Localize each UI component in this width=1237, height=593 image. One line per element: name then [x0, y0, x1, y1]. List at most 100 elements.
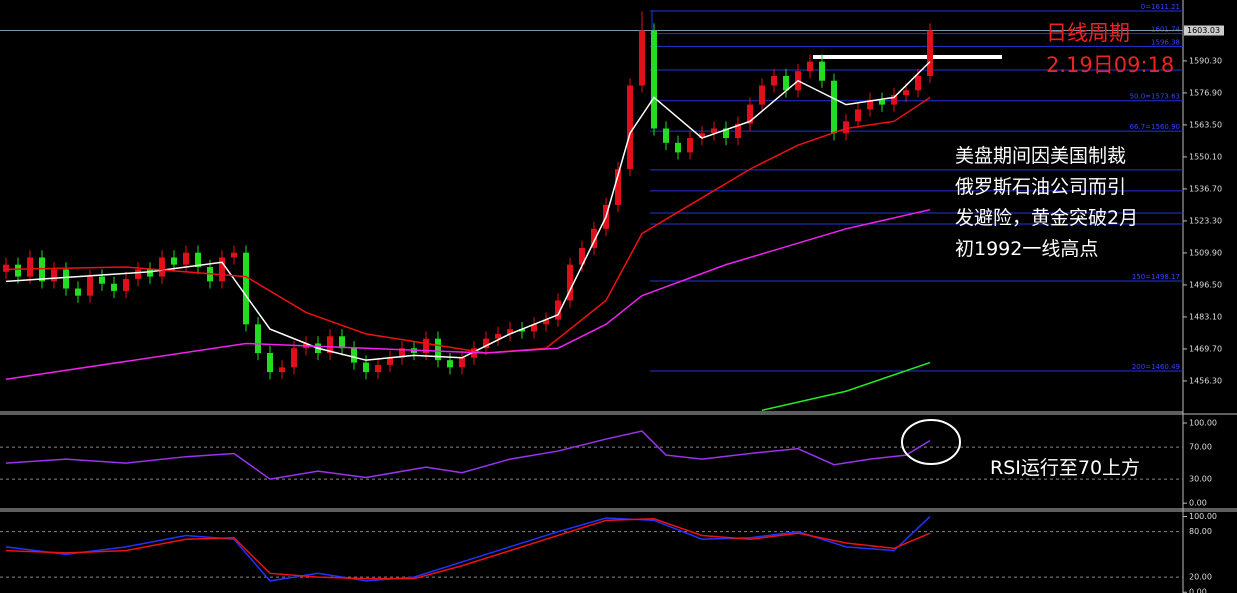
candle-body — [351, 348, 357, 363]
candle-body — [363, 362, 369, 373]
fib-label: 150=1498.17 — [1132, 273, 1180, 281]
candle-body — [3, 264, 9, 272]
candle-body — [387, 357, 393, 365]
y-tick-label: 1509.90 — [1189, 248, 1222, 257]
y-tick-label: 80.00 — [1189, 527, 1212, 536]
y-tick-label: 1590.30 — [1189, 56, 1222, 65]
candle-body — [255, 324, 261, 354]
candle-body — [891, 95, 897, 105]
candle-body — [591, 228, 597, 248]
candle-body — [267, 353, 273, 373]
highlight-circle — [901, 419, 961, 465]
candle-body — [879, 99, 885, 105]
y-tick-label: 100.00 — [1189, 419, 1217, 428]
rsi-annotation: RSI运行至70上方 — [990, 457, 1140, 479]
y-tick-label: 1550.10 — [1189, 152, 1222, 161]
candle-body — [231, 252, 237, 258]
candle-body — [279, 367, 285, 373]
candle-body — [399, 348, 405, 358]
fib-label: 50.0=1573.63 — [1130, 93, 1180, 101]
candle-body — [639, 30, 645, 86]
y-tick-label: 1536.70 — [1189, 184, 1222, 193]
stoch-line — [5, 518, 931, 580]
candle-body — [447, 360, 453, 368]
candle-body — [27, 257, 33, 277]
y-tick-label: 1563.50 — [1189, 120, 1222, 129]
candle-body — [711, 128, 717, 134]
fib-label: 1596.38 — [1151, 38, 1180, 46]
y-tick-label: 1456.30 — [1189, 376, 1222, 385]
candle-body — [699, 133, 705, 139]
candle-body — [87, 276, 93, 296]
moving-average — [5, 61, 931, 361]
candle-body — [459, 357, 465, 368]
candle-body — [423, 338, 429, 354]
y-tick-label: 1576.90 — [1189, 88, 1222, 97]
y-tick-label: 0.00 — [1189, 588, 1207, 593]
moving-average — [5, 208, 931, 381]
candle-body — [927, 30, 933, 76]
y-tick-label: 1496.50 — [1189, 280, 1222, 289]
candle-body — [435, 338, 441, 361]
candle-body — [651, 30, 657, 129]
candle-body — [291, 348, 297, 368]
annotation-line: 发避险，黄金突破2月 — [955, 207, 1138, 229]
candle-body — [159, 257, 165, 277]
candle-body — [483, 338, 489, 349]
candle-body — [495, 333, 501, 339]
stoch-line — [5, 515, 931, 582]
annotation-line: 俄罗斯石油公司而引 — [955, 176, 1126, 198]
candle-body — [783, 75, 789, 91]
candle-body — [615, 169, 621, 205]
y-tick-label: 100.00 — [1189, 512, 1217, 521]
candle-body — [747, 104, 753, 124]
rsi-line — [5, 430, 931, 480]
candle-body — [819, 61, 825, 81]
candle-body — [171, 257, 177, 265]
candle-body — [723, 128, 729, 139]
candle-body — [63, 269, 69, 289]
candle-body — [687, 138, 693, 153]
candle-body — [375, 364, 381, 373]
fib-label: 200=1460.49 — [1132, 363, 1180, 371]
candle-body — [123, 278, 129, 291]
chart-title: 日线周期 — [1046, 21, 1130, 45]
y-tick-label: 1483.10 — [1189, 312, 1222, 321]
fib-label: 1601.74 — [1151, 26, 1180, 34]
candle-body — [183, 252, 189, 265]
candle-body — [51, 269, 57, 282]
y-tick-label: 0.00 — [1189, 499, 1207, 508]
current-price-label: 1603.03 — [1187, 26, 1220, 35]
candle-body — [579, 247, 585, 265]
candle-body — [843, 121, 849, 134]
candle-body — [243, 252, 249, 325]
y-tick-label: 1523.30 — [1189, 216, 1222, 225]
y-tick-label: 30.00 — [1189, 475, 1212, 484]
current-price-box — [1184, 25, 1224, 36]
candle-body — [567, 264, 573, 301]
candle-body — [327, 336, 333, 354]
candle-body — [99, 276, 105, 284]
fib-label: 0=1611.21 — [1141, 3, 1180, 11]
chart-subtitle: 2.19日09:18 — [1046, 53, 1174, 77]
y-tick-label: 20.00 — [1189, 573, 1212, 582]
candle-body — [543, 319, 549, 325]
fib-label: 66.7=1560.90 — [1130, 123, 1180, 131]
candle-body — [807, 61, 813, 72]
moving-average — [5, 96, 931, 354]
candle-body — [759, 85, 765, 105]
annotation-line: 美盘期间因美国制裁 — [955, 145, 1126, 167]
candle-body — [771, 75, 777, 86]
candle-body — [735, 123, 741, 139]
candle-body — [855, 109, 861, 122]
candle-body — [507, 329, 513, 334]
candle-body — [867, 99, 873, 110]
candle-body — [675, 142, 681, 153]
candle-body — [147, 269, 153, 277]
candle-body — [219, 257, 225, 282]
annotation-line: 初1992一线高点 — [955, 238, 1098, 260]
candle-body — [195, 252, 201, 268]
candle-body — [75, 288, 81, 296]
